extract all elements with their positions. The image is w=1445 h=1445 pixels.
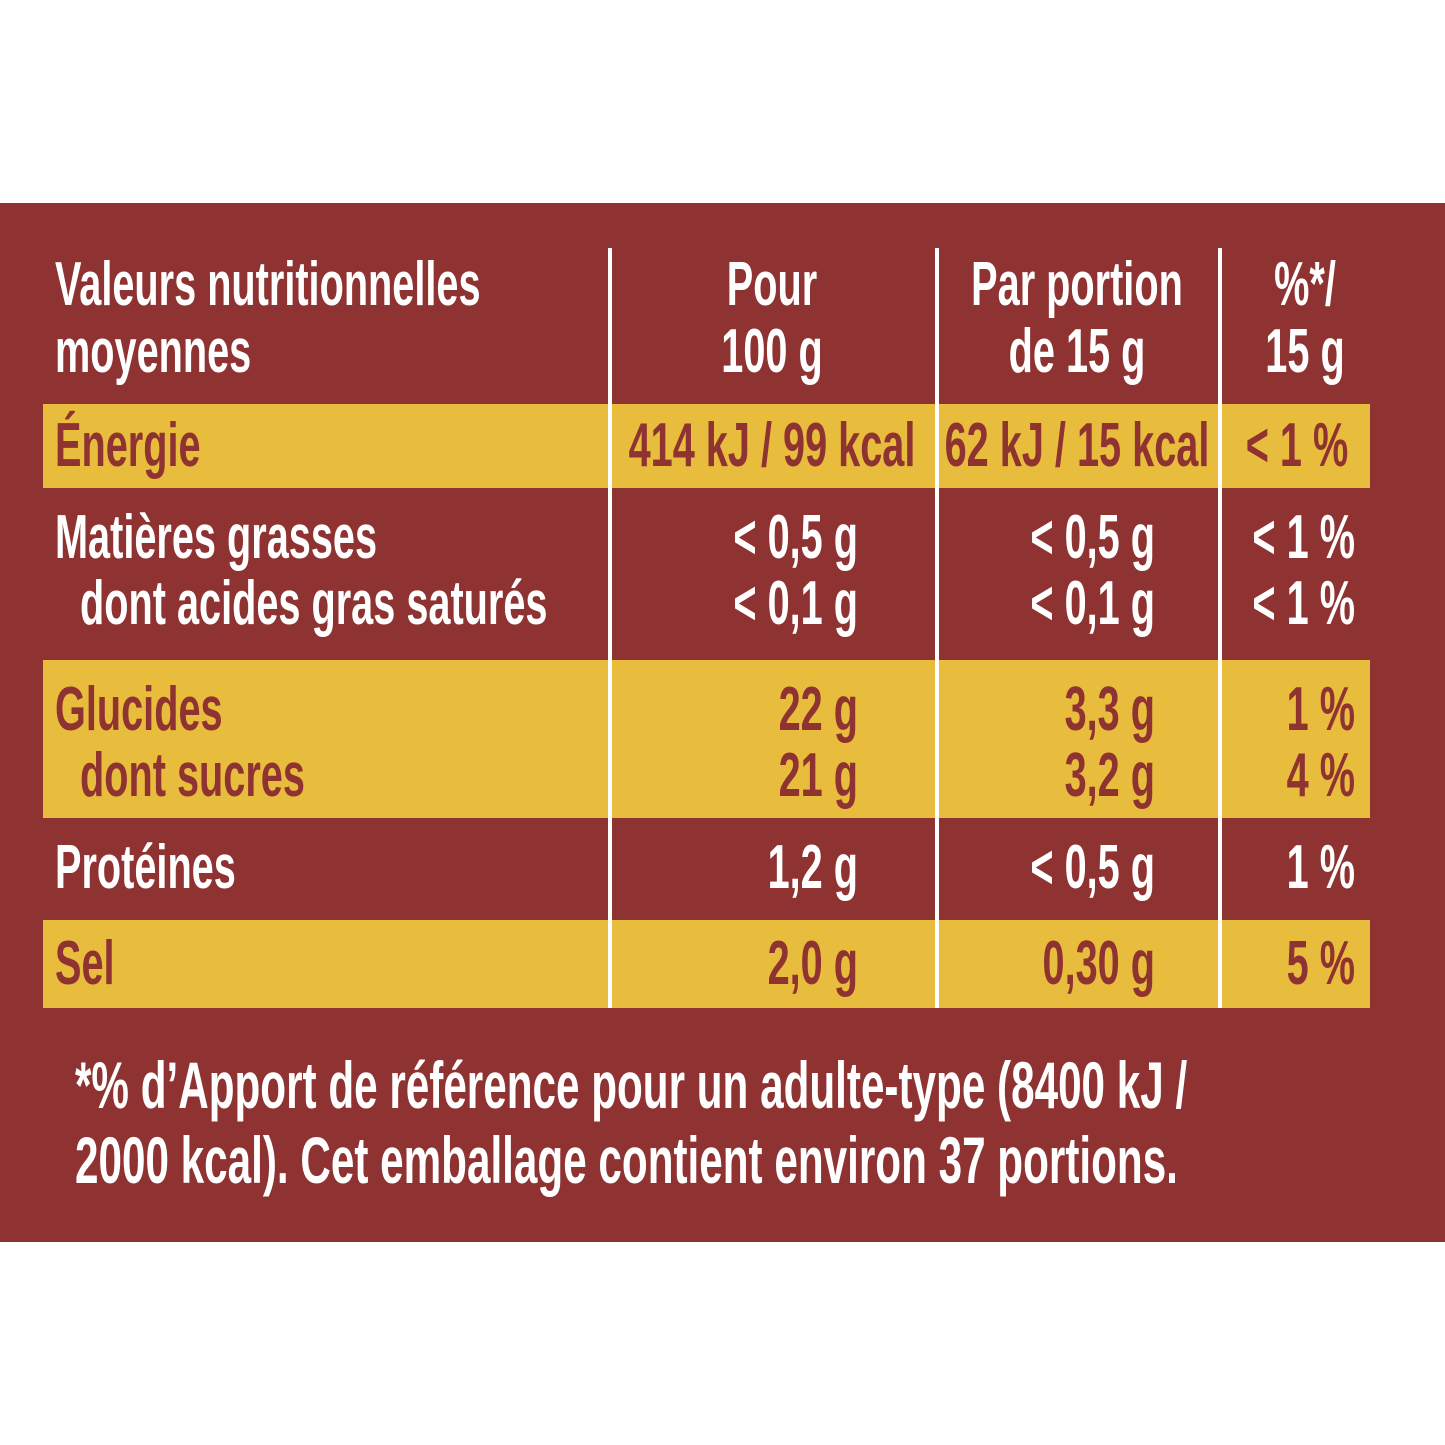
value-cell: < 0,5 g: [1030, 503, 1155, 572]
footnote: *% d’Apport de référence pour un adulte-…: [75, 1048, 1187, 1122]
header-cell: %*/: [1274, 250, 1336, 319]
header-cell: Pour: [727, 250, 817, 319]
value-cell: 414 kJ / 99 kcal: [629, 411, 916, 480]
row-label: dont sucres: [80, 741, 305, 810]
header-cell: Par portion: [971, 250, 1183, 319]
row-label: dont acides gras saturés: [80, 569, 547, 638]
header-cell: de 15 g: [1009, 317, 1146, 386]
value-cell: 5 %: [1287, 929, 1355, 998]
value-cell: 1 %: [1287, 833, 1355, 902]
value-cell: < 0,5 g: [1030, 833, 1155, 902]
value-cell: 4 %: [1287, 741, 1355, 810]
header-cell: moyennes: [55, 317, 251, 386]
value-cell: < 0,1 g: [1030, 569, 1155, 638]
row-label: Sel: [55, 929, 115, 998]
value-cell: 3,2 g: [1065, 741, 1155, 810]
header-cell: 100 g: [721, 317, 822, 386]
row-label: Matières grasses: [55, 503, 377, 572]
footnote: 2000 kcal). Cet emballage contient envir…: [75, 1123, 1178, 1197]
value-cell: 62 kJ / 15 kcal: [945, 411, 1210, 480]
value-cell: 1,2 g: [768, 833, 858, 902]
row-highlight: [43, 404, 1370, 488]
row-label: Glucides: [55, 675, 223, 744]
header-cell: Valeurs nutritionnelles: [55, 250, 481, 319]
header-cell: 15 g: [1265, 317, 1344, 386]
value-cell: 0,30 g: [1043, 929, 1155, 998]
value-cell: < 0,5 g: [733, 503, 858, 572]
value-cell: < 0,1 g: [733, 569, 858, 638]
row-highlight: [43, 920, 1370, 1008]
row-label: Énergie: [55, 411, 201, 480]
value-cell: < 1 %: [1246, 411, 1349, 480]
value-cell: 22 g: [779, 675, 858, 744]
value-cell: < 1 %: [1252, 503, 1355, 572]
value-cell: 21 g: [779, 741, 858, 810]
value-cell: 2,0 g: [768, 929, 858, 998]
value-cell: 1 %: [1287, 675, 1355, 744]
value-cell: < 1 %: [1252, 569, 1355, 638]
value-cell: 3,3 g: [1065, 675, 1155, 744]
row-highlight: [43, 660, 1370, 818]
row-label: Protéines: [55, 833, 236, 902]
